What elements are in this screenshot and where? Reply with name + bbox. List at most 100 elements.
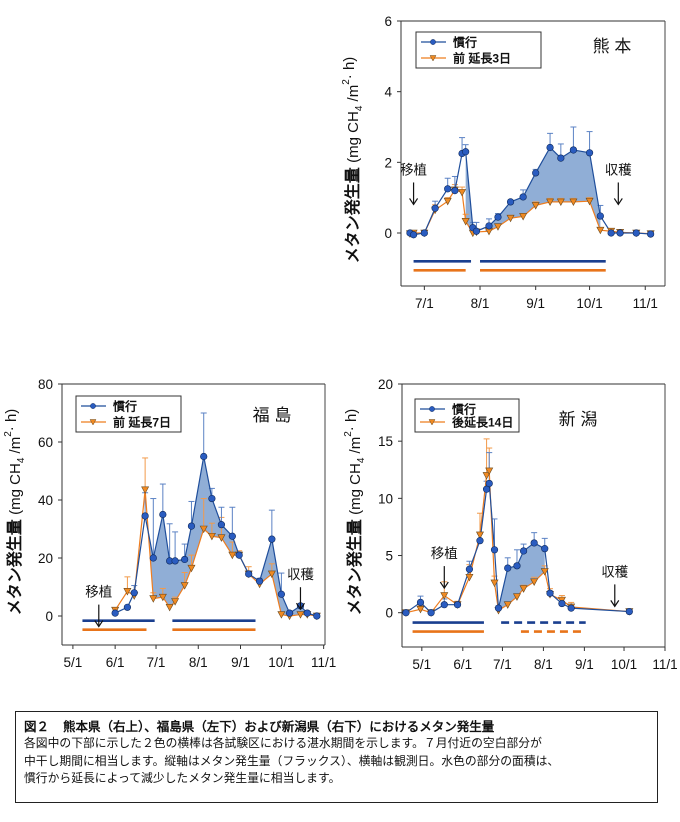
data-point-practice xyxy=(540,568,549,576)
data-point-conventional xyxy=(130,589,138,597)
y-tick-label: 2 xyxy=(384,155,392,170)
arrow-down-icon xyxy=(94,620,104,628)
legend-box xyxy=(75,395,182,433)
data-point-conventional xyxy=(607,229,615,237)
y-axis-label-unit: /m xyxy=(345,85,362,106)
data-point-conventional xyxy=(625,607,633,616)
y-tick-label: 0 xyxy=(45,609,53,624)
figure-number: 図２ xyxy=(24,719,50,734)
reduction-shaded-area xyxy=(485,147,601,232)
data-point-practice xyxy=(458,189,467,197)
data-point-practice xyxy=(267,570,276,579)
data-point-conventional xyxy=(647,230,655,238)
annotation-transplant: 移植 xyxy=(85,585,112,600)
data-point-conventional xyxy=(402,609,410,617)
data-point-practice xyxy=(506,214,515,223)
arrow-down-icon xyxy=(439,581,449,590)
reduction-shaded-area xyxy=(149,456,242,608)
y-axis-label-main: メタン発生量 xyxy=(343,163,362,263)
y-tick-label: 20 xyxy=(378,377,393,392)
data-point-practice xyxy=(165,603,174,612)
data-point-conventional xyxy=(427,609,435,617)
data-point-practice xyxy=(217,534,226,542)
chart-panel-2: 0 5 10 15 20 5/1 6/1 7/1 8/1 9/1 10/1 11/1 メタン発生量 (m… xyxy=(343,377,678,672)
data-point-practice xyxy=(187,564,196,573)
y-tick-label: 6 xyxy=(384,14,392,29)
data-point-practice xyxy=(461,218,470,226)
y-axis-label-main: メタン発生量 xyxy=(345,515,364,615)
data-point-conventional xyxy=(255,577,264,585)
caption-title-line: 図２ 熊本県（右上）、福島県（左下）および新潟県（右下）におけるメタン発生量 xyxy=(24,718,649,735)
x-tick-label: 7/1 xyxy=(415,296,434,311)
data-point-conventional xyxy=(541,545,549,553)
x-tick-label: 5/1 xyxy=(64,655,83,670)
data-point-conventional xyxy=(277,590,285,598)
data-point-conventional xyxy=(187,522,196,530)
legend-label-conventional: 慣行 xyxy=(452,35,477,50)
data-point-conventional xyxy=(490,546,499,554)
y-axis-label-unit: 2 xyxy=(343,431,354,437)
data-point-conventional xyxy=(494,604,503,612)
legend-label-practice: 前 延長7日 xyxy=(113,415,171,430)
data-point-practice xyxy=(149,595,158,603)
data-point-practice xyxy=(512,593,521,601)
y-tick-label: 10 xyxy=(378,491,393,506)
data-point-practice xyxy=(503,601,512,609)
data-point-conventional xyxy=(567,604,575,612)
data-point-practice xyxy=(530,578,539,586)
data-point-conventional xyxy=(149,554,157,562)
y-tick-label: 0 xyxy=(385,606,393,621)
x-tick-label: 9/1 xyxy=(575,657,594,672)
legend-marker-circle-icon xyxy=(90,403,96,409)
data-point-conventional xyxy=(585,149,594,157)
data-point-practice xyxy=(123,588,132,596)
legend-marker-circle-icon xyxy=(429,406,435,412)
data-point-conventional xyxy=(245,570,253,578)
caption-line-3: 慣行から延長によって減少したメタン発生量に相当します。 xyxy=(24,771,341,785)
data-point-conventional xyxy=(472,227,481,235)
region-title: 福 島 xyxy=(253,406,292,425)
data-point-conventional xyxy=(268,535,276,543)
y-tick-label: 0 xyxy=(384,226,392,241)
data-point-conventional xyxy=(453,601,462,609)
y-axis-label-unit: · h) xyxy=(3,409,20,432)
y-tick-label: 80 xyxy=(38,377,53,392)
data-point-practice xyxy=(519,585,528,593)
data-point-conventional xyxy=(485,479,493,488)
reduction-shaded-area xyxy=(259,539,317,616)
x-tick-label: 8/1 xyxy=(189,655,208,670)
x-tick-label: 10/1 xyxy=(611,657,637,672)
x-tick-label: 6/1 xyxy=(106,655,125,670)
data-point-conventional xyxy=(159,510,167,519)
arrow-down-icon xyxy=(613,198,623,206)
y-axis-label-unit: (mg CH xyxy=(7,463,24,515)
data-point-conventional xyxy=(465,565,474,573)
data-point-practice xyxy=(199,525,208,534)
data-point-conventional xyxy=(431,204,439,212)
x-tick-label: 8/1 xyxy=(534,657,553,672)
chart-legend: 慣行前 延長7日 xyxy=(75,395,182,433)
data-point-conventional xyxy=(409,231,418,239)
y-axis-label-unit: 4 xyxy=(354,105,365,111)
y-axis-label-unit: /m xyxy=(7,437,24,458)
y-axis-label: メタン発生量 (mg CH4 /m2· h) xyxy=(341,57,365,264)
data-point-conventional xyxy=(476,537,484,545)
legend-box xyxy=(415,31,542,69)
data-point-practice xyxy=(482,472,491,480)
data-point-practice xyxy=(440,592,449,600)
data-point-practice xyxy=(180,582,189,590)
y-axis-label-unit: · h) xyxy=(343,409,360,432)
data-point-conventional xyxy=(444,185,452,193)
caption-line-1: 各図中の下部に示した２色の横棒は各試験区における湛水期間を示します。７月付近の空… xyxy=(24,736,542,750)
legend-label-conventional: 慣行 xyxy=(112,399,137,414)
data-point-conventional xyxy=(451,187,459,195)
legend-marker-triangle-icon xyxy=(429,55,437,62)
annotation-transplant: 移植 xyxy=(400,162,427,177)
data-point-conventional xyxy=(313,612,321,620)
data-point-conventional xyxy=(504,564,512,572)
data-point-conventional xyxy=(440,601,448,609)
legend-marker-triangle-icon xyxy=(428,419,436,426)
data-point-conventional xyxy=(569,146,578,154)
